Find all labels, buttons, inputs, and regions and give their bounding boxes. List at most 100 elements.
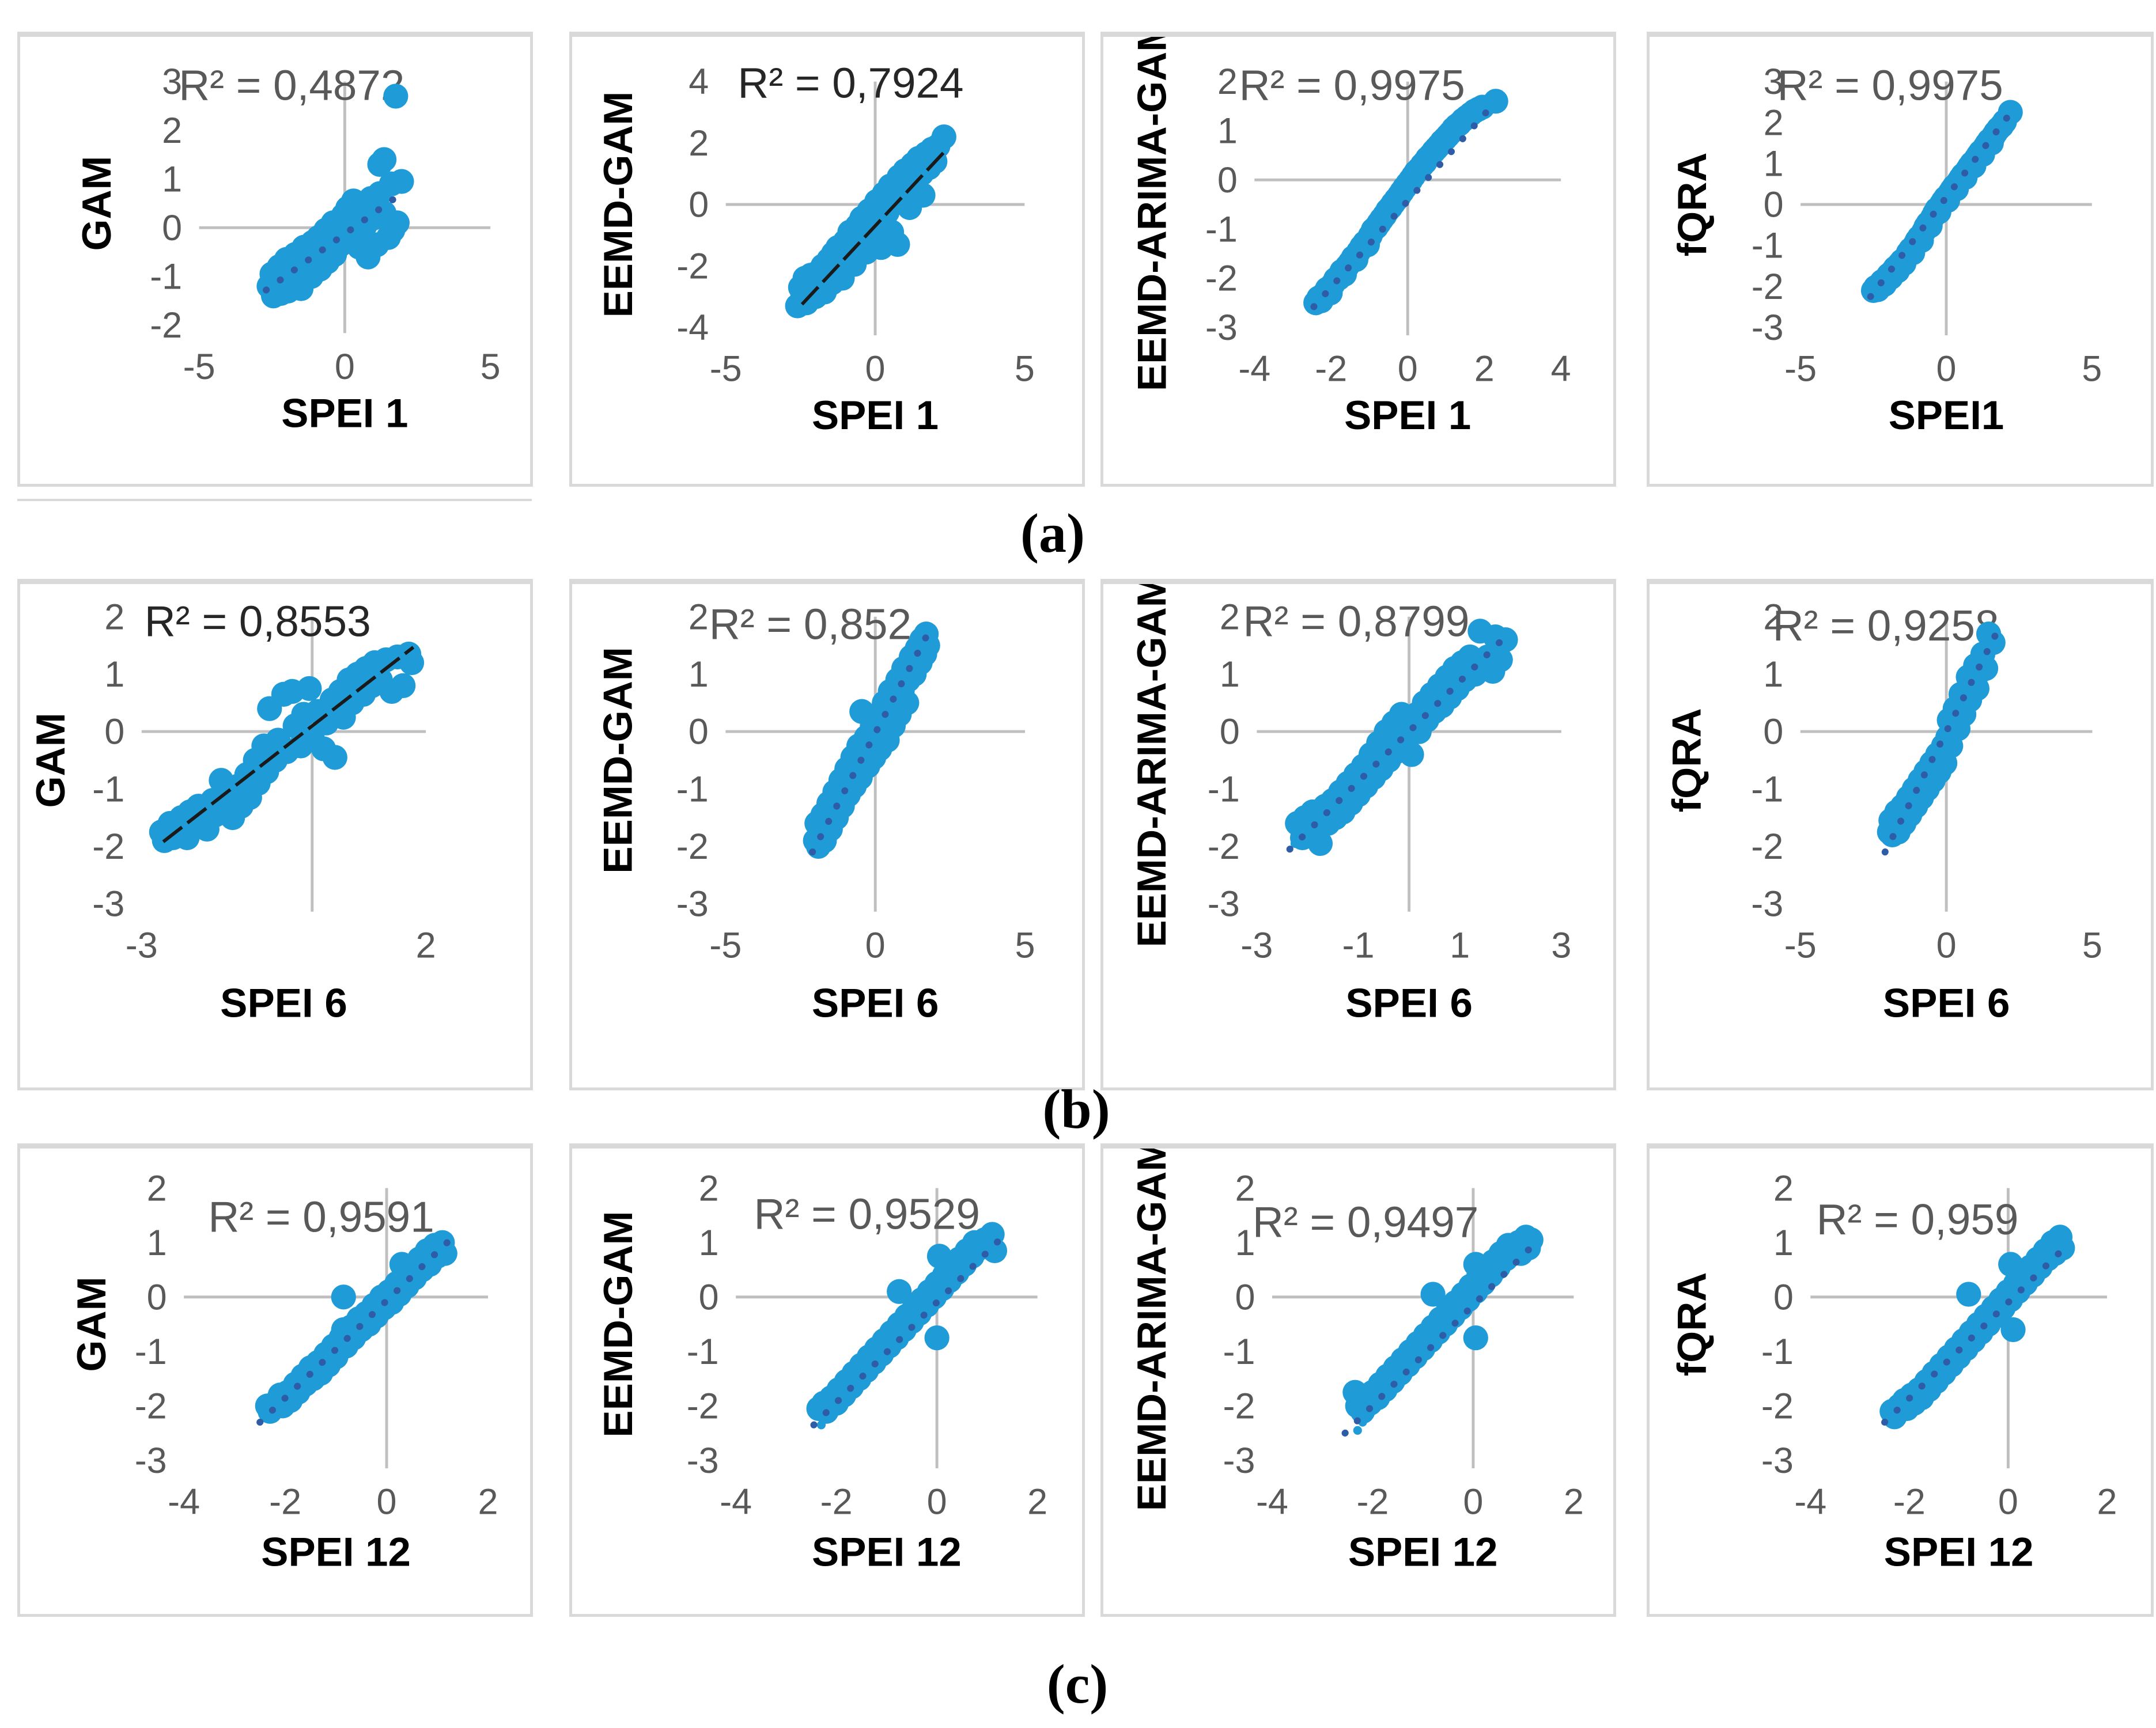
scatter-plot-b2: 2 1 0 -1 -2 -3-5 0 5 R² = 0,852 EEMD-GAM SPEI 6 [595,597,1035,1026]
row-label-a: (a) [1020,502,1085,564]
y-tick-label: -1 [1752,226,1784,266]
x-tick-label: 0 [1936,925,1957,965]
row-label-c: (c) [1046,1653,1109,1715]
trend-line-dotted [809,627,933,856]
x-tick-labels: -5 0 5 [710,349,1035,389]
x-tick-label: -5 [710,349,742,389]
x-tick-label: 0 [865,349,886,389]
y-tick-label: 1 [1764,143,1784,184]
y-tick-label: -2 [676,827,709,867]
y-tick-label: -1 [1751,769,1783,809]
x-axis-title: SPEI 6 [220,980,347,1026]
scatter-plot-c1: 2 1 0 -1 -2 -3-4 -2 0 2 R² = 0,9591 GAM SPEI 12 [69,1168,498,1574]
y-axis-title: EEMD-GAM [595,92,641,318]
x-tick-label: 1 [1450,925,1470,965]
r-squared-label: R² = 0,4872 [179,61,404,109]
y-tick-label: -2 [1208,827,1240,867]
scatter-plot-b3: 2 1 0 -1 -2 -3-3 -1 1 3 R² = 0,8799 EEMD-ARIMA-GAM… [1129,584,1572,1026]
y-tick-label: 3 [162,62,182,102]
scatter-plot-b1: 2 1 0 -1 -2 -3-3 2 R² = 0,8553 GAM SPEI 6 [28,597,436,1026]
y-tick-labels: 2 1 0 -1 -2 -3 [92,597,124,924]
y-tick-label: -3 [687,1441,719,1481]
x-tick-label: -2 [820,1482,853,1522]
y-axis-title: GAM [74,156,119,251]
y-axis-title: GAM [69,1276,114,1371]
x-tick-labels: -5 0 5 [1784,349,2102,389]
scatter-panel-a2: 4 2 0 -2 -4 -5 0 5 R² = 0,7924 EEMD-GAM SPEI 1 [569,32,1085,487]
x-tick-label: 0 [377,1482,397,1522]
x-tick-label: -4 [1256,1482,1288,1522]
x-tick-label: -4 [1238,349,1270,389]
y-tick-label: -3 [92,884,124,924]
x-tick-label: 5 [2082,925,2102,965]
x-tick-label: -5 [709,925,742,965]
y-tick-label: 1 [1217,111,1238,151]
x-tick-label: -5 [183,347,215,387]
y-tick-label: 2 [1220,597,1240,637]
y-tick-label: 0 [162,208,182,248]
x-tick-labels: -5 0 5 [1784,925,2102,965]
scatter-points [806,1222,1008,1430]
y-tick-label: 2 [1235,1168,1255,1208]
x-tick-label: -4 [168,1482,200,1522]
x-tick-label: 5 [1015,349,1035,389]
y-tick-label: -2 [676,246,709,286]
x-tick-labels: -4 -2 0 2 [720,1482,1047,1522]
y-axis-title: fQRA [1665,708,1710,812]
x-axis-title: SPEI 12 [812,1529,962,1575]
y-tick-label: 0 [104,712,124,752]
r-squared-label: R² = 0,9529 [754,1190,980,1238]
x-axis-title: SPEI 6 [812,980,939,1026]
x-tick-label: 5 [1015,925,1035,965]
y-tick-label: -3 [676,884,709,924]
y-tick-label: 0 [689,712,709,752]
y-tick-label: 1 [162,159,182,199]
r-squared-label: R² = 0,8553 [145,597,371,645]
trend-line-solid [162,646,415,843]
y-tick-label: -1 [676,769,709,809]
y-tick-label: 3 [1764,62,1784,102]
scatter-panel-a3: 2 1 0 -1 -2 -3 -4 -2 0 2 4 R² = 0,9975 EEMD-ARIMA-GA… [1100,32,1616,487]
clipped-frame-edge [2151,35,2154,487]
scatter-points [1285,619,1518,857]
y-tick-label: 2 [162,111,182,151]
y-tick-label: -2 [92,827,124,867]
y-tick-labels: 2 1 0 -1 -2 -3 [676,597,709,924]
scatter-panel-b1: 2 1 0 -1 -2 -3 -3 2 R² = 0,8553 GAM SPEI 6 [17,579,533,1090]
scatter-plot-c2: 2 1 0 -1 -2 -3-4 -2 0 2 R² = 0,9529 EEMD-GAM SPEI 1… [595,1168,1047,1575]
x-tick-labels: -4 -2 0 2 [1256,1482,1584,1522]
y-axis-title: GAM [28,713,74,808]
scatter-points [149,641,425,854]
scatter-points [1877,622,2006,848]
y-tick-label: -3 [1751,884,1783,924]
scatter-points [1879,1225,2075,1430]
x-tick-label: -3 [1240,925,1273,965]
y-tick-label: -1 [150,257,182,297]
y-tick-label: 0 [147,1277,167,1317]
y-tick-label: 0 [1217,160,1238,200]
trend-line-dotted [1310,100,1497,310]
scatter-plot-a3: 2 1 0 -1 -2 -3-4 -2 0 2 4 R² = 0,9975 EEMD-ARIMA-GA… [1129,37,1571,438]
y-tick-label: -2 [1223,1386,1255,1426]
scatter-points [255,1230,457,1424]
y-tick-labels: 2 1 0 -1 -2 -3 [1205,62,1238,348]
x-axis-title: SPEI 1 [812,392,939,438]
x-tick-label: -2 [269,1482,301,1522]
y-tick-label: 1 [147,1223,167,1263]
scatter-panel-c4: 2 1 0 -1 -2 -3 -4 -2 0 2 R² = 0,959 fQRA SPEI 12 [1647,1143,2154,1617]
y-axis-title: EEMD-ARIMA-GAM [1129,584,1175,948]
x-tick-label: 5 [481,347,501,387]
r-squared-label: R² = 0,852 [709,600,911,648]
clipped-frame-edge [2151,582,2154,1090]
y-tick-label: -4 [676,308,709,348]
y-tick-label: 0 [689,185,709,225]
trend-line-dotted [1341,1236,1542,1437]
y-tick-label: 0 [1763,712,1783,752]
y-tick-label: -2 [135,1386,167,1426]
y-axis-title: EEMD-GAM [595,1211,641,1437]
x-tick-label: 2 [416,925,436,965]
scatter-plot-b4: 2 1 0 -1 -2 -3-5 0 5 R² = 0,9258 fQRA SPEI 6 [1665,597,2102,1026]
x-tick-label: 2 [1474,349,1495,389]
x-tick-label: -2 [1356,1482,1389,1522]
